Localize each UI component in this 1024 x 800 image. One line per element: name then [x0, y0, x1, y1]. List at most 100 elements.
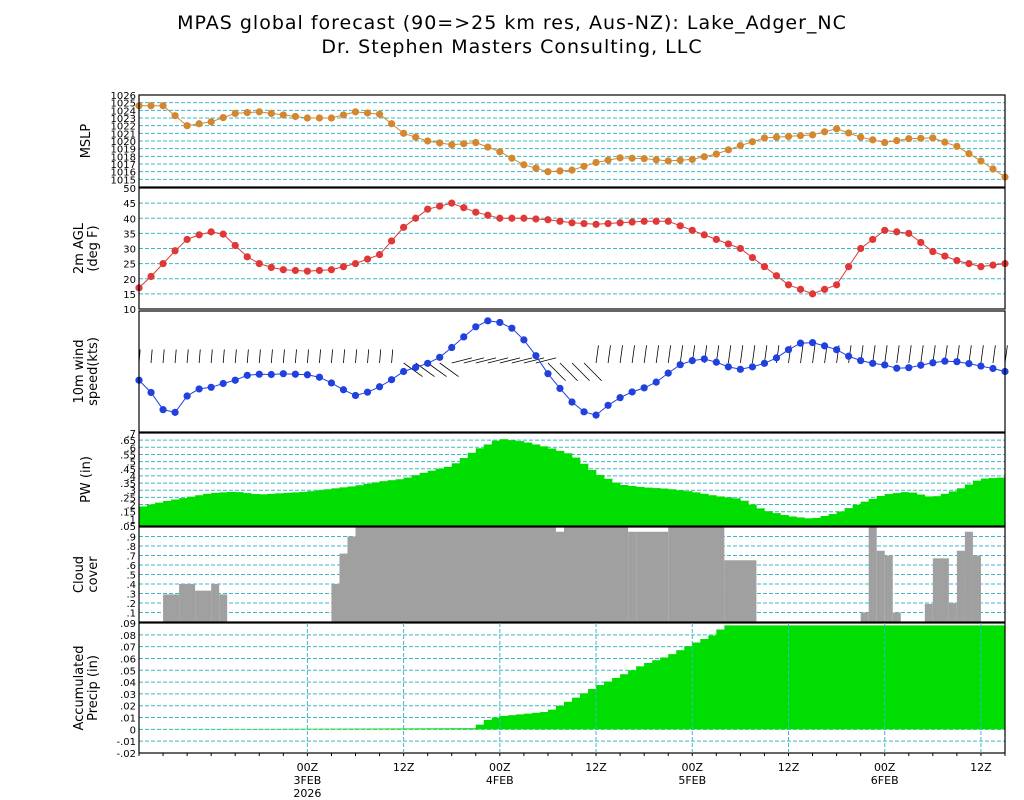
y-tick-label: .8 [126, 542, 136, 553]
data-point [712, 235, 720, 244]
data-point [808, 131, 817, 139]
y-tick-label: .6 [126, 443, 136, 454]
data-point [784, 281, 793, 289]
data-point [917, 238, 925, 247]
data-point [977, 362, 985, 370]
bar-mark [668, 527, 725, 622]
bar-mark [764, 511, 773, 526]
data-point [556, 217, 564, 225]
data-point [592, 220, 600, 228]
data-point [664, 157, 672, 165]
wind-barb [174, 349, 177, 364]
data-point [965, 260, 973, 268]
wind-barb [812, 345, 816, 364]
data-point [291, 370, 299, 378]
data-point [159, 102, 167, 110]
data-point [508, 154, 516, 162]
data-point [484, 317, 492, 325]
bar-mark [988, 625, 998, 730]
data-point [953, 142, 961, 150]
bar-mark [539, 446, 549, 526]
bar-mark [756, 625, 765, 730]
bar-mark [555, 531, 564, 622]
panel-t2m: 10 15 20 25 30 35 40 45 50 2m AGL (deg F) [72, 184, 1009, 316]
data-point [520, 161, 528, 169]
data-point [941, 252, 949, 260]
bar-mark [427, 728, 436, 730]
bar-mark [860, 625, 869, 730]
x-tick-label: 12Z [970, 761, 992, 774]
bar-mark [932, 625, 942, 730]
data-point [772, 133, 781, 141]
bar-mark [868, 527, 877, 622]
data-point [929, 247, 937, 256]
wind-barb [896, 345, 900, 364]
bar-mark [555, 705, 565, 730]
bar-mark [179, 584, 196, 622]
data-point [460, 333, 468, 341]
data-point [833, 346, 841, 354]
data-point [484, 143, 492, 151]
data-point [291, 266, 299, 275]
bar-mark [804, 625, 813, 730]
bar-mark [451, 728, 461, 730]
data-point [917, 134, 925, 142]
bar-mark [443, 466, 453, 526]
data-point [532, 352, 540, 360]
bar-mark [243, 493, 252, 526]
y-tick-label: 40 [123, 214, 136, 225]
data-point [905, 135, 913, 143]
y-tick-label: .15 [120, 508, 136, 519]
data-point [784, 132, 793, 140]
bar-mark [195, 495, 204, 526]
bar-mark [628, 670, 637, 730]
y-tick-label: 1025 [111, 99, 136, 110]
bar-mark [956, 625, 966, 730]
bar-mark [660, 657, 669, 730]
bar-mark [908, 625, 918, 730]
y-tick-label: .4 [126, 472, 136, 483]
y-tick-label: .07 [120, 643, 136, 654]
data-point [700, 153, 708, 161]
data-point [424, 137, 432, 145]
data-point [195, 231, 203, 239]
x-tick-label: 12Z [585, 761, 607, 774]
y-tick-label: .5 [126, 458, 136, 469]
panel-mslp: 1015101610171018101910201021102210231024… [79, 91, 1009, 188]
bar-mark [844, 625, 853, 730]
data-point [917, 361, 925, 369]
data-point [712, 358, 720, 366]
bar-mark [395, 479, 404, 526]
bar-mark [499, 439, 509, 526]
wind-barb [246, 349, 249, 364]
bar-mark [491, 440, 501, 526]
data-point [351, 260, 360, 268]
data-point [652, 156, 660, 164]
bar-mark [964, 625, 974, 730]
data-point [905, 364, 913, 372]
data-point [941, 138, 949, 146]
bar-mark [948, 625, 958, 730]
data-point [833, 281, 841, 289]
data-point [628, 388, 636, 396]
panel-frame [138, 526, 1006, 623]
data-point [616, 394, 624, 402]
data-point [363, 388, 372, 396]
bar-mark [163, 500, 172, 526]
bar-mark [612, 482, 621, 526]
data-point [327, 114, 336, 122]
data-point [953, 358, 961, 366]
data-point [580, 408, 588, 416]
data-point [736, 142, 744, 150]
data-point [604, 401, 612, 409]
data-point [820, 285, 829, 293]
data-point [568, 219, 576, 227]
data-point [267, 263, 275, 272]
data-point [808, 290, 817, 298]
data-point [604, 156, 612, 164]
y-axis-label: 10m wind [72, 339, 87, 403]
bar-mark [459, 728, 469, 730]
bar-mark [860, 501, 869, 526]
wind-barb [619, 345, 623, 364]
data-point [207, 383, 215, 391]
